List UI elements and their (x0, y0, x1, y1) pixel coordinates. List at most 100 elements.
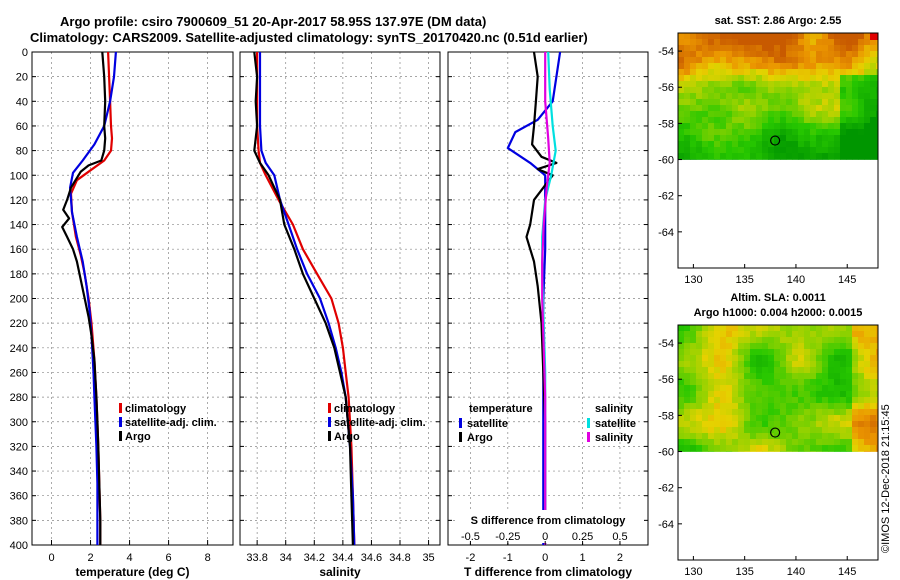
y-tick-label: 40 (16, 96, 28, 108)
x-tick-label: 34.6 (361, 552, 382, 564)
map-cell (846, 391, 853, 398)
map-cell (774, 391, 781, 398)
map-cell (858, 331, 865, 338)
map-cell (792, 99, 799, 106)
map-cell (684, 51, 691, 58)
map-cell (858, 343, 865, 350)
legend-swatch (119, 417, 122, 427)
map-cell (684, 57, 691, 64)
map-cell (780, 159, 787, 160)
map-cell (840, 439, 847, 446)
map-cell (828, 129, 835, 136)
map-cell (786, 409, 793, 416)
map-cell (732, 45, 739, 52)
map-cell (750, 439, 757, 446)
map-cell (828, 39, 835, 46)
map-cell (774, 99, 781, 106)
map-cell (702, 33, 709, 40)
map-cell (804, 45, 811, 52)
map-cell (834, 349, 841, 356)
map-cell (750, 93, 757, 100)
map-cell (840, 325, 847, 332)
map-cell (876, 385, 879, 392)
map-cell (810, 147, 817, 154)
map-cell (834, 361, 841, 368)
map-cell (684, 331, 691, 338)
map-cell (780, 451, 787, 452)
y-tick-label: 20 (16, 72, 28, 84)
map-cell (828, 433, 835, 440)
map-cell (726, 331, 733, 338)
map-cell (690, 39, 697, 46)
map-cell (702, 105, 709, 112)
map-cell (750, 69, 757, 76)
map-cell (840, 147, 847, 154)
map-cell (678, 391, 685, 398)
map-cell (774, 331, 781, 338)
map-cell (786, 63, 793, 70)
map-cell (714, 45, 721, 52)
map-cell (684, 433, 691, 440)
map-cell (684, 153, 691, 160)
map-cell (840, 141, 847, 148)
map-cell (762, 427, 769, 434)
map-cell (834, 81, 841, 88)
map-cell (858, 325, 865, 332)
map-cell (726, 39, 733, 46)
map-cell (774, 367, 781, 374)
map-cell (726, 105, 733, 112)
argo-position-marker (770, 135, 781, 146)
map-cell (732, 403, 739, 410)
map-cell (720, 409, 727, 416)
s-axis-backdrop (458, 510, 644, 543)
map-cell (684, 63, 691, 70)
map-cell (840, 421, 847, 428)
y-tick-label: 140 (10, 220, 28, 232)
map-cell (816, 373, 823, 380)
map-cell (756, 409, 763, 416)
map-cell (846, 367, 853, 374)
map-cell (864, 409, 871, 416)
map-cell (816, 141, 823, 148)
map-cell (852, 99, 859, 106)
map-cell (858, 409, 865, 416)
map-cell (708, 93, 715, 100)
map-cell (768, 81, 775, 88)
map-cell (870, 81, 877, 88)
map-cell (726, 111, 733, 118)
map-cell (858, 337, 865, 344)
map-cell (864, 33, 871, 40)
map-cell (786, 135, 793, 142)
map-cell (798, 117, 805, 124)
map-cell (762, 337, 769, 344)
map-cell (780, 367, 787, 374)
map-cell (684, 361, 691, 368)
map-cell (822, 111, 829, 118)
map-cell (828, 325, 835, 332)
map-cell (720, 159, 727, 160)
map-cell (696, 63, 703, 70)
map-cell (744, 111, 751, 118)
map-cell (786, 439, 793, 446)
map-cell (816, 63, 823, 70)
map-cell (732, 433, 739, 440)
map-cell (780, 39, 787, 46)
map-cell (726, 33, 733, 40)
map-cell (774, 409, 781, 416)
map-cell (864, 337, 871, 344)
map-cell (756, 415, 763, 422)
map-x-tick-label: 140 (787, 274, 805, 286)
map-cell (876, 111, 879, 118)
map-cell (774, 57, 781, 64)
map-cell (702, 433, 709, 440)
map-cell (816, 325, 823, 332)
map-cell (720, 349, 727, 356)
map-cell (828, 99, 835, 106)
map-cell (816, 51, 823, 58)
map-cell (750, 105, 757, 112)
map-cell (762, 63, 769, 70)
map-cell (768, 147, 775, 154)
map-cell (714, 93, 721, 100)
map-cell (780, 445, 787, 452)
map-cell (732, 81, 739, 88)
